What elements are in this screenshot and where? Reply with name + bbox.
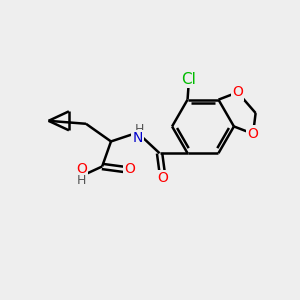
Text: O: O	[248, 127, 259, 141]
Text: H: H	[134, 123, 144, 136]
Text: O: O	[76, 162, 87, 176]
Text: O: O	[125, 162, 136, 176]
Text: Cl: Cl	[182, 72, 196, 87]
Text: O: O	[232, 85, 243, 99]
Text: N: N	[132, 131, 143, 145]
Text: H: H	[77, 174, 86, 187]
Text: O: O	[157, 171, 168, 185]
